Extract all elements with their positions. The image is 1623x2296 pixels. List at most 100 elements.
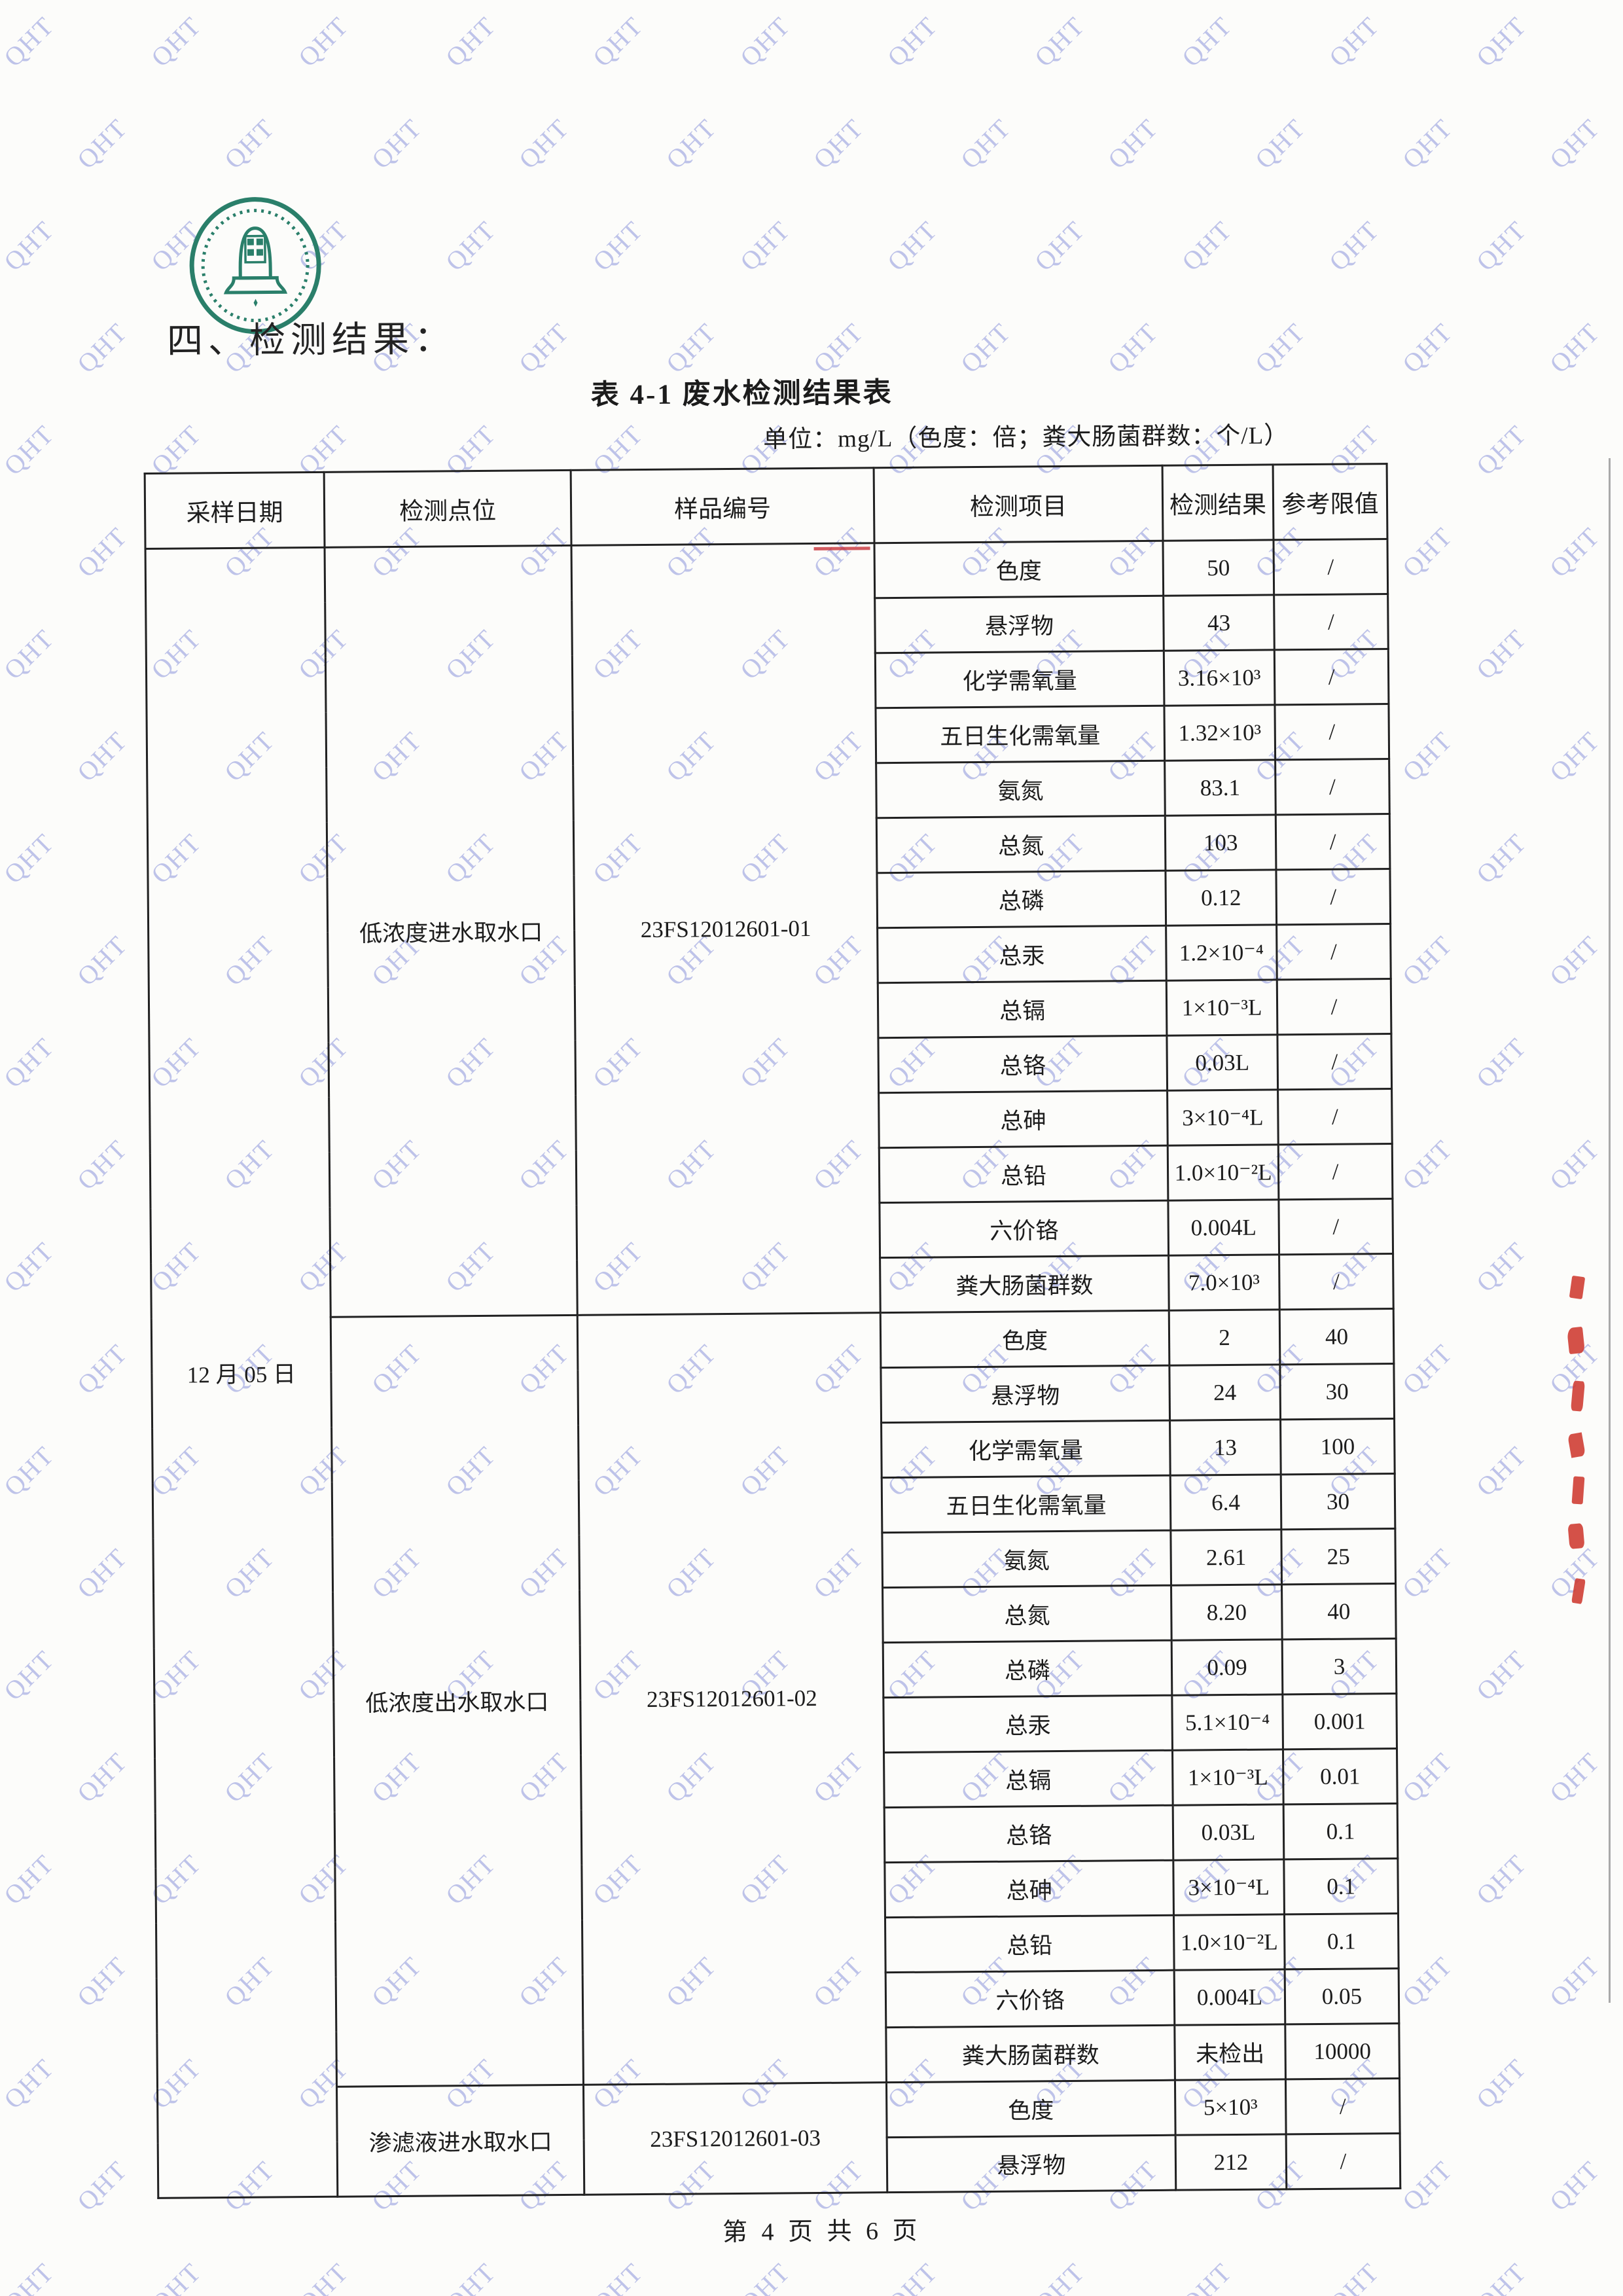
- item-cell: 总砷: [884, 1860, 1174, 1918]
- item-cell: 粪大肠菌群数: [880, 1255, 1169, 1313]
- point-cell: 低浓度出水取水口: [330, 1315, 584, 2087]
- limit-cell: 0.1: [1284, 1913, 1399, 1969]
- item-cell: 五日生化需氧量: [875, 706, 1165, 763]
- item-cell: 粪大肠菌群数: [885, 2025, 1175, 2083]
- unit-note: 单位：mg/L（色度：倍；粪大肠菌群数：个/L）: [763, 422, 1289, 454]
- result-cell: 3.16×10³: [1164, 649, 1275, 706]
- watermark-text: QHT: [1618, 10, 1623, 73]
- item-cell: 总镉: [883, 1750, 1173, 1808]
- result-cell: 1.0×10⁻²L: [1168, 1144, 1279, 1201]
- limit-cell: 0.1: [1283, 1858, 1399, 1914]
- result-cell: 1.0×10⁻²L: [1173, 1914, 1285, 1971]
- company-seal-logo: [189, 197, 321, 334]
- limit-cell: /: [1279, 1253, 1394, 1310]
- watermark-text: QHT: [1618, 215, 1623, 277]
- limit-cell: 0.1: [1283, 1803, 1398, 1859]
- item-cell: 悬浮物: [874, 596, 1164, 653]
- point-cell: 低浓度进水取水口: [325, 545, 578, 1318]
- sample-id-cell: 23FS12012601-01: [571, 543, 881, 1316]
- limit-cell: /: [1285, 2078, 1400, 2134]
- header-row: 采样日期 检测点位 样品编号 检测项目 检测结果 参考限值: [145, 463, 1387, 549]
- item-cell: 色度: [874, 541, 1164, 598]
- result-cell: 0.09: [1171, 1639, 1283, 1696]
- limit-cell: /: [1274, 704, 1389, 760]
- result-cell: 未检出: [1174, 2024, 1286, 2081]
- result-cell: 2: [1169, 1309, 1280, 1366]
- item-cell: 总铅: [885, 1915, 1175, 1973]
- limit-cell: 40: [1281, 1583, 1397, 1640]
- item-cell: 化学需氧量: [881, 1420, 1171, 1478]
- point-cell: 渗滤液进水取水口: [336, 2085, 584, 2197]
- item-cell: 六价铬: [885, 1970, 1175, 2028]
- results-table: 采样日期 检测点位 样品编号 检测项目 检测结果 参考限值 12 月 05 日低浓度进水取水…: [144, 463, 1402, 2199]
- item-cell: 总铅: [879, 1145, 1168, 1203]
- result-cell: 50: [1162, 539, 1274, 596]
- item-cell: 五日生化需氧量: [882, 1475, 1171, 1533]
- limit-cell: /: [1277, 1088, 1393, 1145]
- column-header: 参考限值: [1273, 463, 1387, 540]
- limit-cell: /: [1274, 649, 1389, 705]
- limit-cell: 30: [1281, 1473, 1395, 1530]
- result-cell: 0.004L: [1174, 1969, 1285, 2026]
- section-heading: 四、检测结果：: [166, 319, 456, 361]
- item-cell: 总汞: [883, 1695, 1173, 1753]
- result-cell: 83.1: [1164, 759, 1276, 816]
- limit-cell: /: [1273, 539, 1388, 595]
- item-cell: 总镉: [878, 980, 1167, 1038]
- item-cell: 总磷: [883, 1640, 1172, 1698]
- limit-cell: 40: [1279, 1308, 1394, 1365]
- result-cell: 13: [1169, 1419, 1281, 1476]
- result-cell: 7.0×10³: [1168, 1254, 1280, 1311]
- sample-id-cell: 23FS12012601-02: [577, 1312, 887, 2085]
- result-cell: 0.03L: [1166, 1034, 1278, 1091]
- column-header: 检测点位: [324, 470, 572, 548]
- limit-cell: /: [1277, 978, 1391, 1035]
- limit-cell: /: [1286, 2133, 1400, 2189]
- item-cell: 氨氮: [876, 761, 1166, 818]
- item-cell: 六价铬: [879, 1200, 1169, 1258]
- result-cell: 24: [1169, 1364, 1281, 1421]
- item-cell: 化学需氧量: [875, 651, 1164, 708]
- item-cell: 总铬: [884, 1805, 1173, 1863]
- item-cell: 悬浮物: [880, 1365, 1170, 1423]
- result-cell: 5.1×10⁻⁴: [1171, 1694, 1283, 1751]
- result-cell: 43: [1163, 594, 1275, 651]
- limit-cell: 10000: [1285, 2023, 1400, 2079]
- table-row: 低浓度出水取水口 23FS12012601-02 色度 2 40: [151, 1308, 1394, 2087]
- item-cell: 总砷: [878, 1090, 1168, 1148]
- item-cell: 总磷: [876, 870, 1166, 928]
- table-row: 12 月 05 日低浓度进水取水口 23FS12012601-01 色度 50/: [145, 539, 1388, 2198]
- result-cell: 1×10⁻³L: [1172, 1749, 1284, 1806]
- limit-cell: 100: [1280, 1418, 1395, 1475]
- result-cell: 103: [1165, 814, 1276, 871]
- column-header: 检测项目: [874, 465, 1163, 543]
- result-cell: 1.2×10⁻⁴: [1166, 924, 1277, 981]
- limit-cell: /: [1275, 869, 1391, 925]
- result-cell: 0.004L: [1168, 1199, 1279, 1256]
- limit-cell: /: [1275, 814, 1390, 870]
- page-number-footer: 第 4 页 共 6 页: [722, 2217, 921, 2247]
- sample-id-cell: 23FS12012601-03: [583, 2082, 887, 2195]
- table-row: 渗滤液进水取水口 23FS12012601-03 色度 5×10³ /: [158, 2078, 1400, 2197]
- limit-cell: 0.001: [1282, 1693, 1397, 1749]
- item-cell: 色度: [880, 1310, 1169, 1368]
- item-cell: 色度: [886, 2080, 1176, 2138]
- item-cell: 悬浮物: [887, 2135, 1176, 2193]
- red-pen-mark: [813, 547, 870, 550]
- result-cell: 3×10⁻⁴L: [1173, 1859, 1285, 1916]
- table-title: 表 4-1 废水检测结果表: [590, 377, 893, 411]
- limit-cell: /: [1275, 759, 1390, 815]
- result-cell: 8.20: [1171, 1584, 1283, 1641]
- result-cell: 0.12: [1165, 869, 1277, 926]
- scan-edge-line: [1609, 458, 1611, 2003]
- column-header: 采样日期: [145, 472, 325, 549]
- limit-cell: 3: [1282, 1638, 1397, 1695]
- limit-cell: /: [1274, 594, 1389, 650]
- result-cell: 5×10³: [1175, 2079, 1287, 2136]
- item-cell: 氨氮: [882, 1530, 1171, 1588]
- result-cell: 6.4: [1170, 1474, 1281, 1531]
- result-cell: 3×10⁻⁴L: [1167, 1089, 1279, 1146]
- item-cell: 总氮: [876, 816, 1166, 873]
